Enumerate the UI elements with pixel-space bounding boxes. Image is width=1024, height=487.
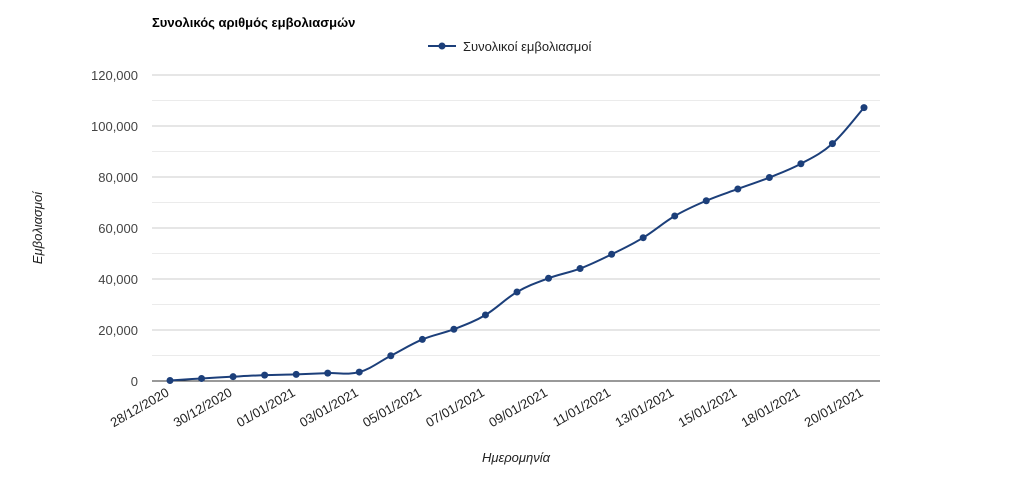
x-tick-label: 28/12/2020 (108, 385, 172, 431)
y-tick-label: 100,000 (91, 119, 138, 134)
data-point[interactable] (229, 373, 237, 381)
data-point[interactable] (198, 374, 206, 382)
x-tick-label: 09/01/2021 (486, 385, 550, 431)
data-point[interactable] (450, 325, 458, 333)
x-tick-label: 03/01/2021 (297, 385, 361, 431)
data-point[interactable] (481, 311, 489, 319)
y-tick-label: 40,000 (98, 272, 138, 287)
series-line (169, 106, 865, 382)
x-tick-label: 05/01/2021 (360, 385, 424, 431)
legend-point-marker (438, 42, 446, 50)
series-group (166, 104, 868, 384)
data-point[interactable] (576, 265, 584, 273)
x-axis-title: Ημερομηνία (482, 450, 551, 465)
data-point[interactable] (860, 104, 868, 112)
data-point[interactable] (355, 368, 363, 376)
data-point[interactable] (828, 140, 836, 148)
legend-label: Συνολικοί εμβολιασμοί (463, 39, 591, 54)
chart-title: Συνολικός αριθμός εμβολιασμών (152, 15, 355, 30)
x-tick-label: 13/01/2021 (612, 385, 676, 431)
data-point[interactable] (166, 376, 174, 384)
data-point[interactable] (324, 369, 332, 377)
data-point[interactable] (418, 335, 426, 343)
y-tick-label: 120,000 (91, 68, 138, 83)
y-tick-label: 20,000 (98, 323, 138, 338)
data-point[interactable] (513, 288, 521, 296)
y-tick-label: 60,000 (98, 221, 138, 236)
data-point[interactable] (639, 234, 647, 242)
data-point[interactable] (261, 371, 269, 379)
x-tick-label: 18/01/2021 (739, 385, 803, 431)
legend: Συνολικοί εμβολιασμοί (428, 39, 591, 54)
x-tick-label: 20/01/2021 (802, 385, 866, 431)
data-point[interactable] (292, 370, 300, 378)
data-point[interactable] (387, 352, 395, 360)
x-tick-label: 01/01/2021 (234, 385, 298, 431)
y-axis-ticks: 0 20,000 40,000 60,000 80,000 100,000 120,000 (91, 68, 138, 389)
x-tick-label: 15/01/2021 (675, 385, 739, 431)
data-point[interactable] (545, 274, 553, 282)
x-tick-label: 07/01/2021 (423, 385, 487, 431)
data-point[interactable] (702, 197, 710, 205)
y-tick-label: 0 (131, 374, 138, 389)
y-tick-label: 80,000 (98, 170, 138, 185)
y-axis-title: Εμβολιασμοί (30, 191, 45, 264)
data-point[interactable] (734, 185, 742, 193)
x-tick-label: 30/12/2020 (171, 385, 235, 431)
data-point[interactable] (765, 174, 773, 182)
x-axis-ticks: 28/12/2020 30/12/2020 01/01/2021 03/01/2021… (108, 385, 866, 431)
data-point[interactable] (608, 250, 616, 258)
x-tick-label: 11/01/2021 (550, 385, 613, 430)
gridlines (152, 74, 880, 382)
data-point[interactable] (671, 212, 679, 220)
data-point[interactable] (797, 160, 805, 168)
